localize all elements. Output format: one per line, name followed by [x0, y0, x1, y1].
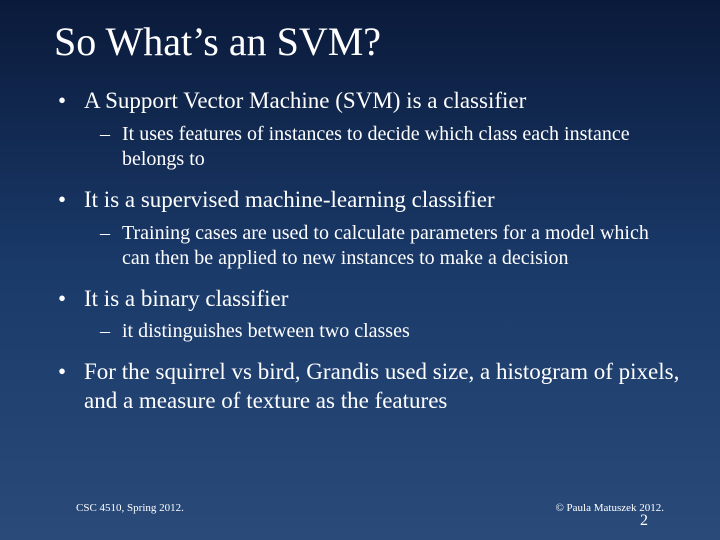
bullet-text: It is a supervised machine-learning clas… — [84, 186, 682, 215]
bullet-marker: • — [58, 87, 84, 116]
bullet-item: • It is a binary classifier — [58, 285, 682, 314]
bullet-text: Training cases are used to calculate par… — [122, 221, 682, 271]
bullet-text: A Support Vector Machine (SVM) is a clas… — [84, 87, 682, 116]
slide-content: • A Support Vector Machine (SVM) is a cl… — [58, 87, 682, 416]
bullet-item: – it distinguishes between two classes — [100, 319, 682, 344]
bullet-marker: • — [58, 186, 84, 215]
bullet-item: • It is a supervised machine-learning cl… — [58, 186, 682, 215]
bullet-marker: – — [100, 221, 122, 271]
slide-container: So What’s an SVM? • A Support Vector Mac… — [0, 0, 720, 416]
bullet-item: – It uses features of instances to decid… — [100, 122, 682, 172]
bullet-item: • A Support Vector Machine (SVM) is a cl… — [58, 87, 682, 116]
footer-course: CSC 4510, Spring 2012. — [76, 502, 184, 514]
bullet-item: – Training cases are used to calculate p… — [100, 221, 682, 271]
bullet-marker: – — [100, 122, 122, 172]
bullet-text: For the squirrel vs bird, Grandis used s… — [84, 358, 682, 416]
bullet-text: it distinguishes between two classes — [122, 319, 682, 344]
bullet-text: It uses features of instances to decide … — [122, 122, 682, 172]
bullet-marker: • — [58, 358, 84, 416]
slide-title: So What’s an SVM? — [54, 18, 682, 65]
bullet-text: It is a binary classifier — [84, 285, 682, 314]
page-number: 2 — [640, 512, 648, 530]
bullet-marker: – — [100, 319, 122, 344]
bullet-item: • For the squirrel vs bird, Grandis used… — [58, 358, 682, 416]
bullet-marker: • — [58, 285, 84, 314]
